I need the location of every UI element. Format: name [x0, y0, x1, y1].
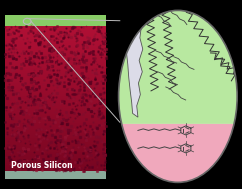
Bar [5, 68, 106, 70]
Bar [5, 31, 106, 33]
Bar [5, 144, 106, 146]
Bar [5, 125, 106, 127]
Bar [5, 26, 106, 27]
Bar [5, 75, 106, 77]
Bar [5, 115, 106, 117]
Bar [5, 158, 106, 160]
Bar [5, 154, 106, 156]
Bar [5, 98, 106, 100]
Bar [5, 117, 106, 119]
Bar [5, 87, 106, 89]
Bar [5, 15, 106, 26]
Bar [5, 49, 106, 50]
Polygon shape [119, 10, 237, 124]
Bar [5, 177, 106, 179]
Bar [5, 163, 106, 165]
Bar [5, 39, 106, 41]
Bar [5, 161, 106, 163]
Bar [5, 146, 106, 148]
Bar [5, 169, 106, 171]
Bar [5, 121, 106, 123]
Bar [5, 104, 106, 106]
Bar [5, 96, 106, 98]
Bar [5, 175, 106, 177]
Bar [5, 46, 106, 49]
Text: Porous Silicon: Porous Silicon [11, 161, 73, 170]
Bar [5, 92, 106, 94]
Bar [5, 140, 106, 142]
Bar [5, 119, 106, 121]
Bar [5, 52, 106, 54]
Bar [5, 43, 106, 45]
Bar [5, 150, 106, 152]
Bar [5, 110, 106, 112]
Bar [5, 56, 106, 58]
Bar [5, 135, 106, 136]
Ellipse shape [119, 10, 237, 182]
Bar [5, 173, 106, 175]
Bar [5, 129, 106, 131]
Bar [5, 127, 106, 129]
Bar [5, 33, 106, 35]
Bar [5, 66, 106, 68]
Bar [5, 58, 106, 60]
Bar [5, 108, 106, 110]
Bar [5, 94, 106, 96]
Bar [5, 77, 106, 79]
Bar [5, 81, 106, 83]
Bar [5, 160, 106, 161]
Bar [5, 54, 106, 56]
Bar [5, 156, 106, 158]
Bar [5, 136, 106, 138]
Bar [5, 71, 106, 73]
Bar [5, 41, 106, 43]
Bar [5, 45, 106, 46]
Bar [5, 89, 106, 91]
Bar [5, 133, 106, 135]
Bar [5, 131, 106, 133]
Bar [5, 152, 106, 154]
Bar [5, 62, 106, 64]
Bar [5, 123, 106, 125]
Bar [5, 102, 106, 104]
Bar [5, 167, 106, 169]
Bar [5, 114, 106, 115]
Bar [5, 50, 106, 52]
Bar [5, 83, 106, 85]
Bar [5, 29, 106, 31]
Bar [5, 85, 106, 87]
Bar [5, 91, 106, 92]
Bar [5, 79, 106, 81]
Bar [5, 106, 106, 108]
Bar [5, 64, 106, 66]
Bar [5, 27, 106, 29]
Bar [5, 165, 106, 167]
Bar [5, 60, 106, 62]
Polygon shape [119, 96, 237, 182]
Bar [5, 112, 106, 114]
Bar [5, 171, 106, 179]
Bar [5, 142, 106, 144]
Bar [5, 35, 106, 37]
Bar [5, 138, 106, 140]
Polygon shape [123, 8, 143, 117]
Bar [5, 148, 106, 150]
Bar [5, 70, 106, 71]
Bar [5, 37, 106, 39]
Bar [5, 73, 106, 75]
Bar [5, 100, 106, 102]
Bar [5, 171, 106, 173]
